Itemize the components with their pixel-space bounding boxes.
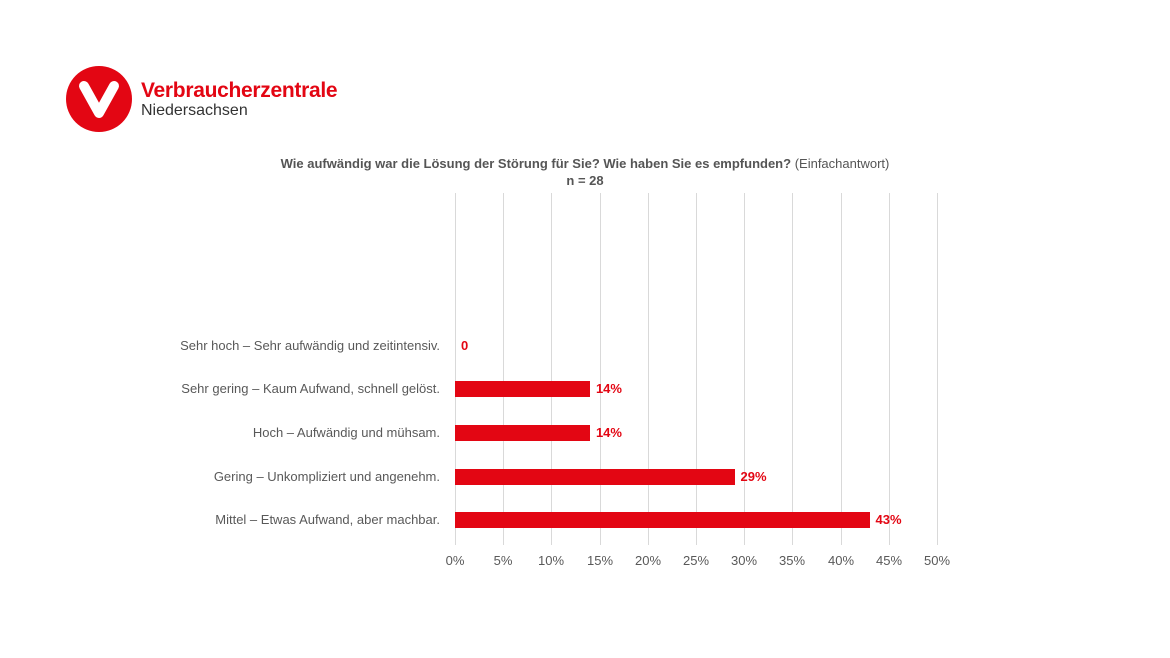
category-label: Mittel – Etwas Aufwand, aber machbar. <box>215 512 440 527</box>
gridline <box>551 193 552 545</box>
bar <box>455 469 735 485</box>
logo-title: Verbraucherzentrale <box>141 79 338 102</box>
gridline <box>648 193 649 545</box>
gridline <box>792 193 793 545</box>
x-tick-label: 0% <box>445 553 465 568</box>
logo: Verbraucherzentrale Niedersachsen <box>66 66 366 136</box>
data-label: 43% <box>875 512 902 527</box>
category-label: Sehr hoch – Sehr aufwändig und zeitinten… <box>180 338 440 353</box>
category-label: Hoch – Aufwändig und mühsam. <box>252 425 440 440</box>
data-label: 14% <box>595 381 622 396</box>
x-tick-label: 25% <box>682 553 710 568</box>
gridline <box>889 193 890 545</box>
data-label: 14% <box>595 425 622 440</box>
chart-note: (Einfachantwort) <box>794 156 890 171</box>
chart-title: Wie aufwändig war die Lösung der Störung… <box>0 156 1170 171</box>
x-tick-label: 10% <box>537 553 565 568</box>
x-tick-label: 15% <box>586 553 614 568</box>
gridline <box>696 193 697 545</box>
x-tick-label: 50% <box>923 553 951 568</box>
data-label: 0 <box>461 338 469 353</box>
gridline <box>744 193 745 545</box>
gridline <box>937 193 938 545</box>
x-tick-label: 20% <box>634 553 662 568</box>
gridline <box>841 193 842 545</box>
x-tick-label: 35% <box>778 553 806 568</box>
plot-area: 0 14% 14% 29% 43% <box>455 193 938 545</box>
bar <box>455 512 870 528</box>
gridline <box>455 193 456 545</box>
x-tick-label: 45% <box>875 553 903 568</box>
x-tick-label: 40% <box>827 553 855 568</box>
gridline <box>600 193 601 545</box>
x-tick-label: 5% <box>493 553 513 568</box>
gridline <box>503 193 504 545</box>
x-tick-label: 30% <box>730 553 758 568</box>
category-label: Sehr gering – Kaum Aufwand, schnell gelö… <box>181 381 440 396</box>
data-label: 29% <box>740 469 767 484</box>
logo-v-icon <box>66 66 132 132</box>
logo-subtitle: Niedersachsen <box>141 102 248 119</box>
bar <box>455 381 590 397</box>
category-label: Gering – Unkompliziert und angenehm. <box>213 469 440 484</box>
bar <box>455 425 590 441</box>
chart-question: Wie aufwändig war die Lösung der Störung… <box>280 156 792 171</box>
sample-size: n = 28 <box>566 173 604 188</box>
